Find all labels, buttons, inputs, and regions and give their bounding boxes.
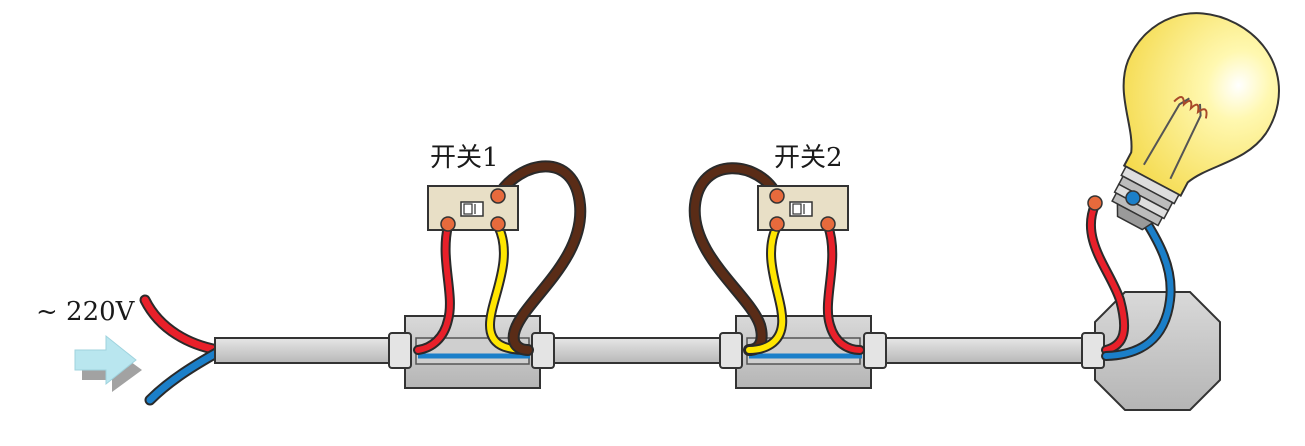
switch-toggle-icon xyxy=(789,201,813,217)
conduit xyxy=(214,337,1085,364)
switch2-wires xyxy=(688,162,865,356)
switch-2 xyxy=(757,185,849,232)
switch1-label: 开关1 xyxy=(430,143,499,173)
switch1-wires xyxy=(413,160,587,356)
arrow-icon xyxy=(74,334,142,392)
switch2-label: 开关2 xyxy=(774,143,843,173)
switch-toggle-icon xyxy=(460,201,484,217)
incoming-wires xyxy=(139,294,224,406)
light-bulb-icon xyxy=(1087,12,1280,231)
switch-1 xyxy=(427,185,519,232)
supply-voltage-label: ~ 220V xyxy=(36,297,136,327)
lamp-wires xyxy=(1085,195,1176,361)
